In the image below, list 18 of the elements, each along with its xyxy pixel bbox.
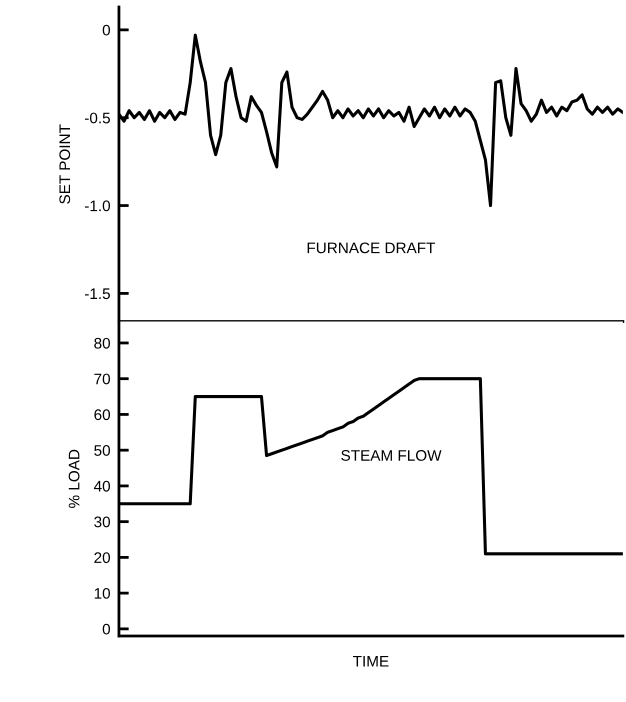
- y-tick-label: 30: [94, 516, 110, 528]
- y-tick-label: 70: [94, 374, 110, 384]
- y-tick-label: 20: [94, 552, 110, 564]
- y-axis-title: % LOAD: [68, 450, 80, 508]
- y-tick-label: 0: [102, 24, 110, 36]
- y-tick-label: -1.0: [84, 200, 110, 212]
- text: FURNACE DRAFT: [308, 242, 436, 254]
- y-tick-label: 80: [94, 338, 110, 349]
- y-tick-label: -0.5: [84, 112, 110, 124]
- y-tick-label: 50: [94, 445, 110, 456]
- series-label: STEAM FLOW: [341, 450, 442, 461]
- x-axis-title: TIME: [353, 656, 388, 667]
- y-tick-label: -1.5: [84, 288, 110, 300]
- y-tick-label: 40: [94, 480, 110, 492]
- y-tick-label: 0: [102, 624, 110, 635]
- y-tick-label: 10: [94, 588, 110, 599]
- y-tick-label: 60: [94, 409, 110, 420]
- y-axis-title: SET POINT: [59, 124, 70, 204]
